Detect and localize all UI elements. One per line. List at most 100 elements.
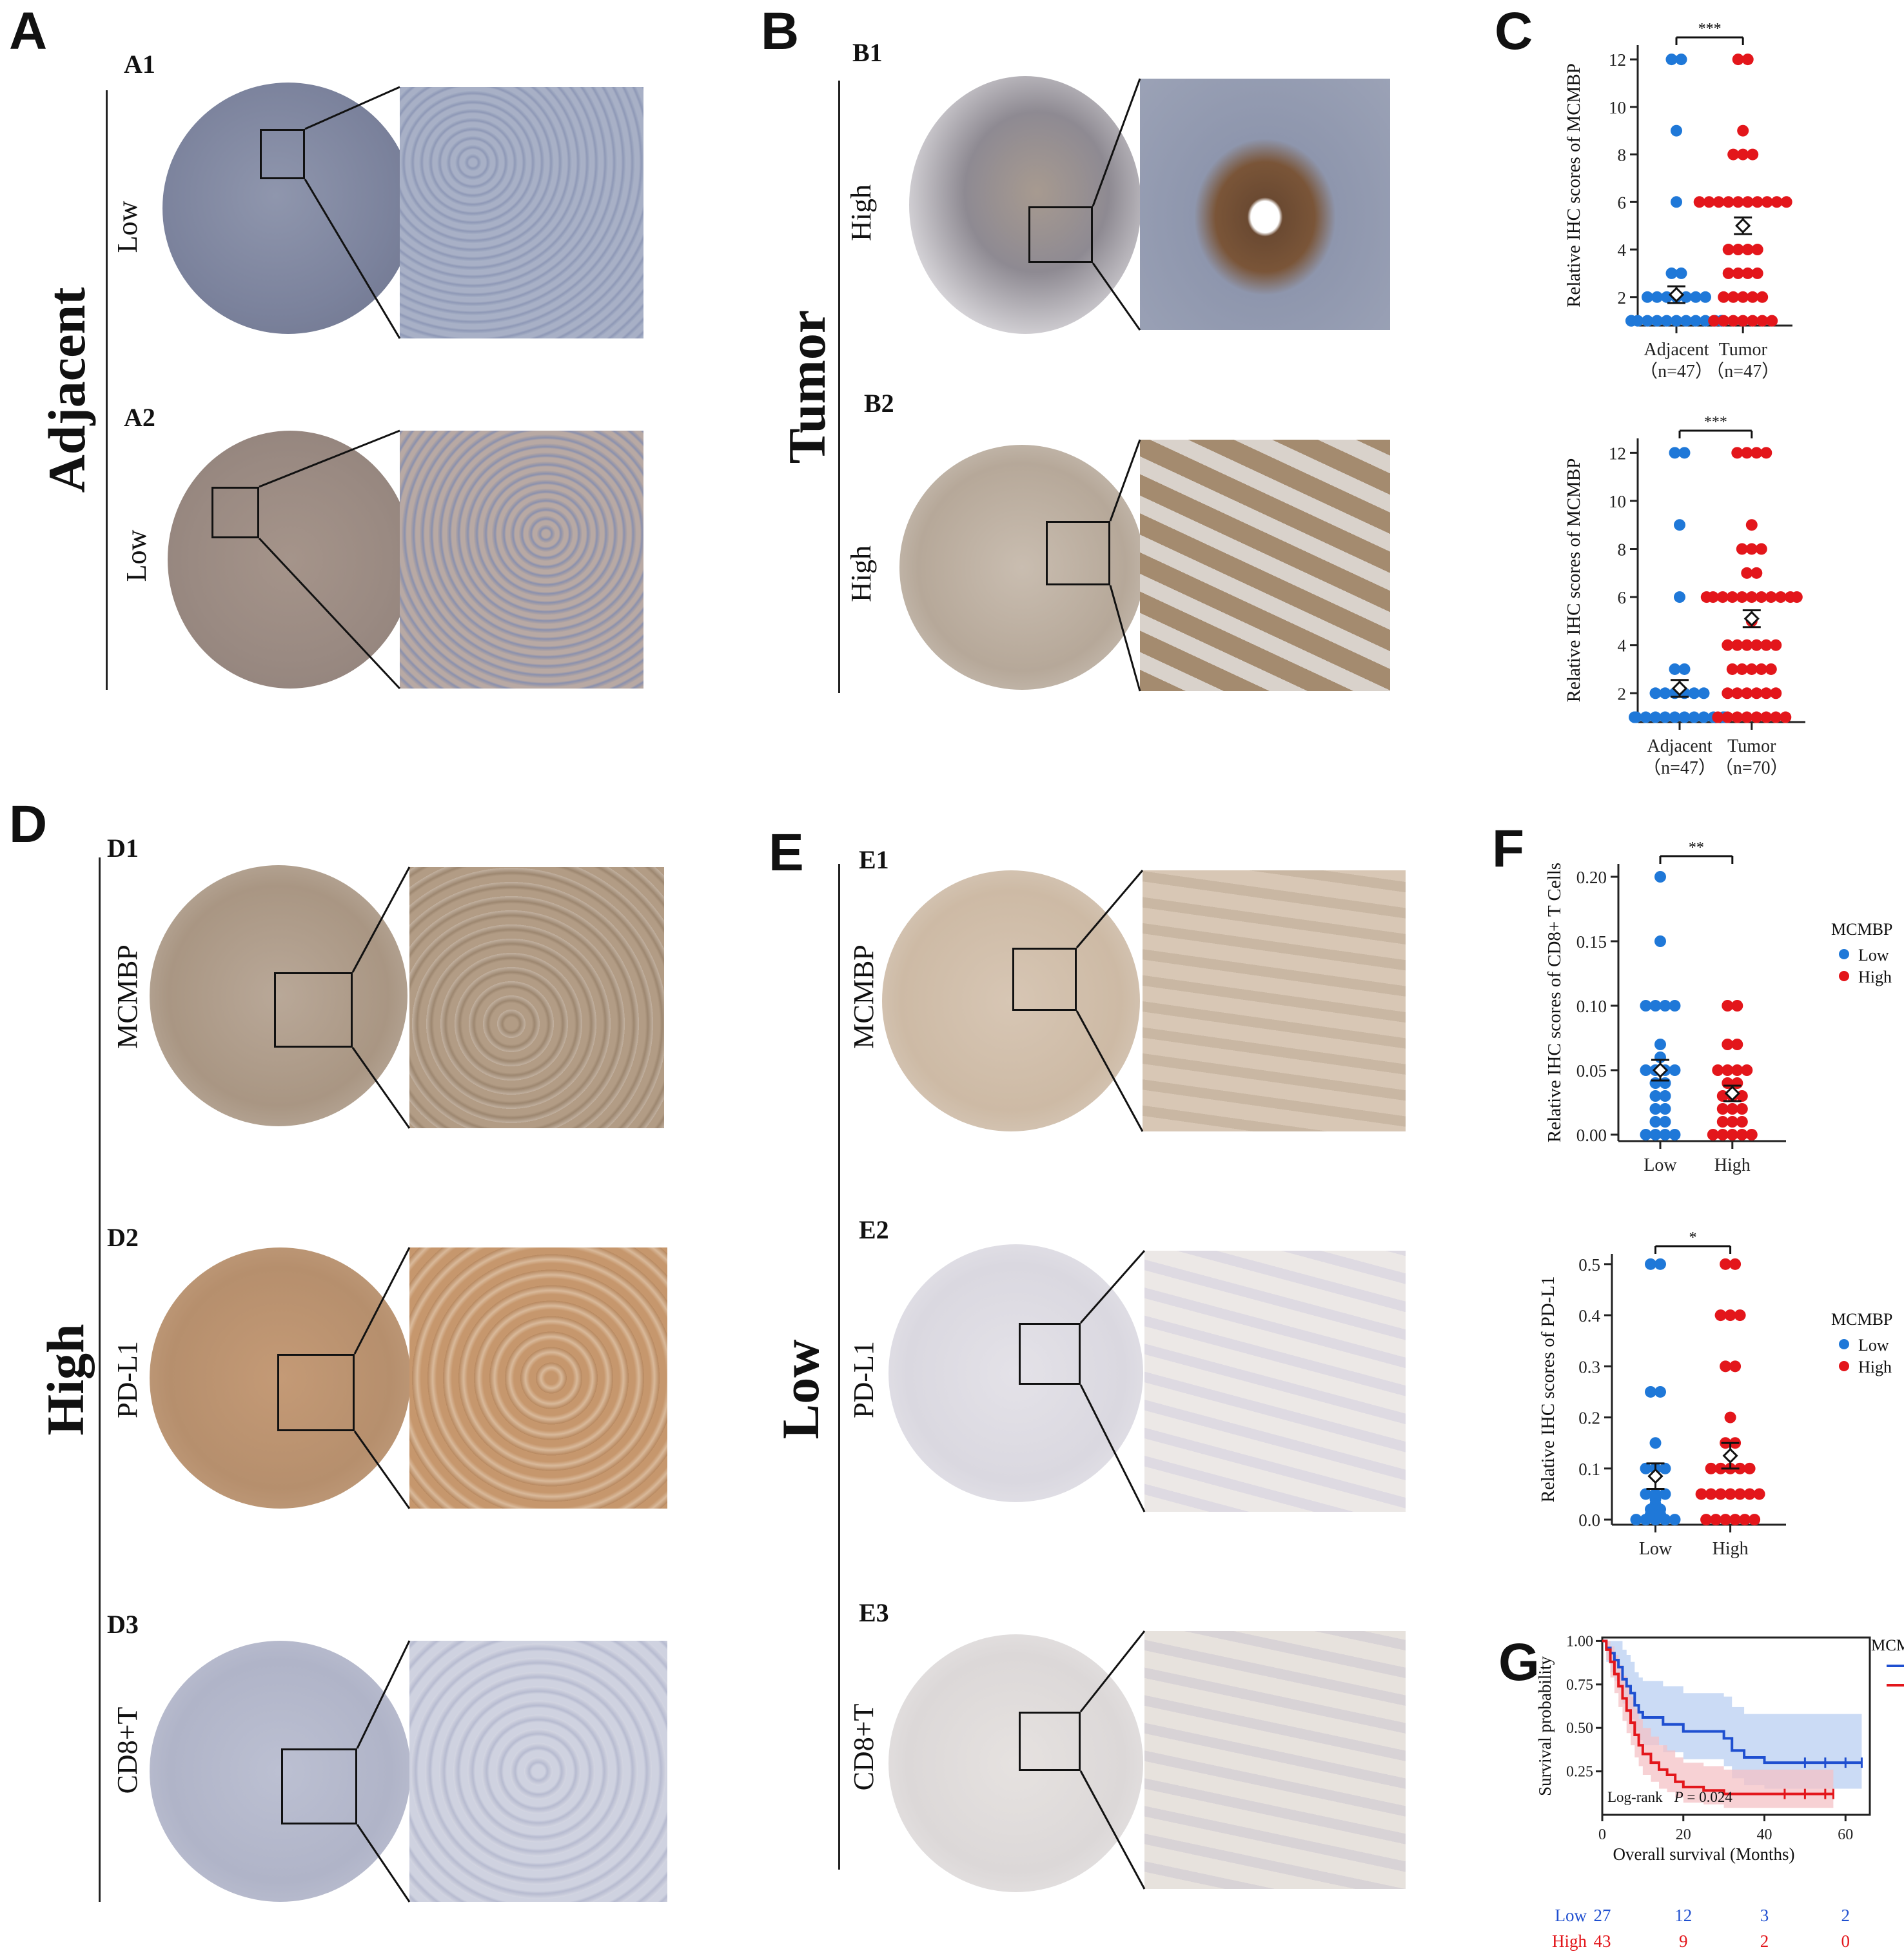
data-point <box>1695 1488 1707 1500</box>
y-tick-label: 0.15 <box>1576 932 1607 952</box>
legend-label: High <box>1858 1358 1892 1376</box>
data-point <box>1742 54 1754 66</box>
data-point <box>1669 1514 1681 1526</box>
plot-frame <box>1601 1636 1871 1816</box>
logrank-label: Log-rank <box>1607 1789 1663 1805</box>
data-point <box>1760 639 1772 651</box>
data-point <box>1632 315 1644 327</box>
data-point <box>1705 1488 1717 1500</box>
data-point <box>1737 124 1749 137</box>
y-tick-label: 10 <box>1609 492 1626 511</box>
data-point <box>1640 1129 1652 1140</box>
tissue-zoom-D2 <box>409 1247 667 1509</box>
tissue-core-B1 <box>909 76 1141 334</box>
zoom-box-E1 <box>1012 948 1077 1011</box>
data-point <box>1630 711 1642 723</box>
sub-label-D2: D2 <box>107 1223 139 1252</box>
y-tick-label: 2 <box>1618 288 1627 308</box>
data-point <box>1736 1116 1748 1128</box>
y-tick-label: 0.4 <box>1578 1306 1600 1325</box>
data-point <box>1659 1488 1671 1500</box>
data-point <box>1731 711 1743 723</box>
tissue-core-D3 <box>150 1641 411 1902</box>
data-point <box>1716 1103 1729 1115</box>
data-point <box>1640 711 1652 723</box>
mean-marker <box>1735 218 1751 234</box>
data-point <box>1649 1116 1662 1128</box>
data-point <box>1651 315 1663 327</box>
y-tick-label: 0.0 <box>1578 1511 1600 1530</box>
x-tick-label: （n=47） <box>1640 361 1713 382</box>
data-point <box>1736 591 1748 603</box>
data-point <box>1766 315 1778 327</box>
y-tick-label: 10 <box>1609 98 1626 117</box>
data-point <box>1747 315 1759 327</box>
data-point <box>1722 1000 1734 1012</box>
data-point <box>1713 196 1725 208</box>
data-point <box>1734 1488 1746 1500</box>
data-point <box>1645 1509 1656 1521</box>
sub-label-D3: D3 <box>107 1610 139 1639</box>
data-point <box>1771 196 1783 208</box>
data-point <box>1649 711 1662 723</box>
y-tick-label: 0.50 <box>1566 1720 1593 1737</box>
data-point <box>1669 711 1681 723</box>
data-point <box>1714 1462 1727 1474</box>
data-point <box>1654 1385 1666 1398</box>
data-point <box>1705 1462 1717 1474</box>
data-point <box>1674 519 1685 531</box>
survival-curve <box>1602 1639 1862 1765</box>
data-point <box>1659 1000 1671 1012</box>
data-point <box>1640 1000 1652 1012</box>
data-point <box>1737 291 1749 303</box>
mean-marker <box>1722 1447 1738 1464</box>
data-point <box>1737 148 1749 161</box>
data-point <box>1703 196 1715 208</box>
data-point <box>1659 711 1671 723</box>
y-tick-label: 0.10 <box>1576 997 1607 1016</box>
data-point <box>1630 1514 1642 1526</box>
tissue-zoom-E1 <box>1143 870 1406 1131</box>
data-point <box>1678 447 1691 459</box>
data-point <box>1669 663 1681 675</box>
zoom-box-B2 <box>1046 521 1110 585</box>
data-point <box>1712 711 1724 723</box>
tissue-core-D2 <box>150 1247 411 1509</box>
data-point <box>1690 291 1702 303</box>
data-point <box>1729 1360 1742 1373</box>
data-point <box>1737 315 1749 327</box>
logrank-annotation: Log-rank P = 0.024 <box>1607 1789 1732 1805</box>
sub-label-A1: A1 <box>124 50 155 79</box>
data-point <box>1722 1039 1734 1050</box>
data-point <box>1669 1129 1681 1140</box>
y-tick-label: 12 <box>1609 444 1626 463</box>
data-point <box>1714 1488 1727 1500</box>
divider-line-d <box>99 857 101 1902</box>
y-tick-label: 2 <box>1618 684 1627 703</box>
data-point <box>1736 663 1748 675</box>
data-point <box>1722 1064 1734 1076</box>
divider-line-a <box>106 90 108 690</box>
data-point <box>1726 591 1738 603</box>
data-point <box>1700 1514 1713 1526</box>
data-point <box>1751 267 1763 279</box>
data-point <box>1649 687 1662 699</box>
data-point <box>1654 1039 1666 1050</box>
panel-letter-A: A <box>9 2 48 61</box>
data-point <box>1680 315 1692 327</box>
data-point <box>1727 315 1740 327</box>
data-point <box>1726 663 1738 675</box>
tissue-core-D1 <box>150 865 407 1126</box>
x-tick-label: 40 <box>1757 1826 1772 1843</box>
data-point <box>1770 687 1782 699</box>
data-point <box>1760 711 1772 723</box>
data-point <box>1756 291 1769 303</box>
zoom-box-D3 <box>281 1748 357 1824</box>
data-point <box>1722 639 1734 651</box>
data-point <box>1640 1462 1652 1474</box>
data-point <box>1732 54 1744 66</box>
data-point <box>1745 1129 1758 1140</box>
